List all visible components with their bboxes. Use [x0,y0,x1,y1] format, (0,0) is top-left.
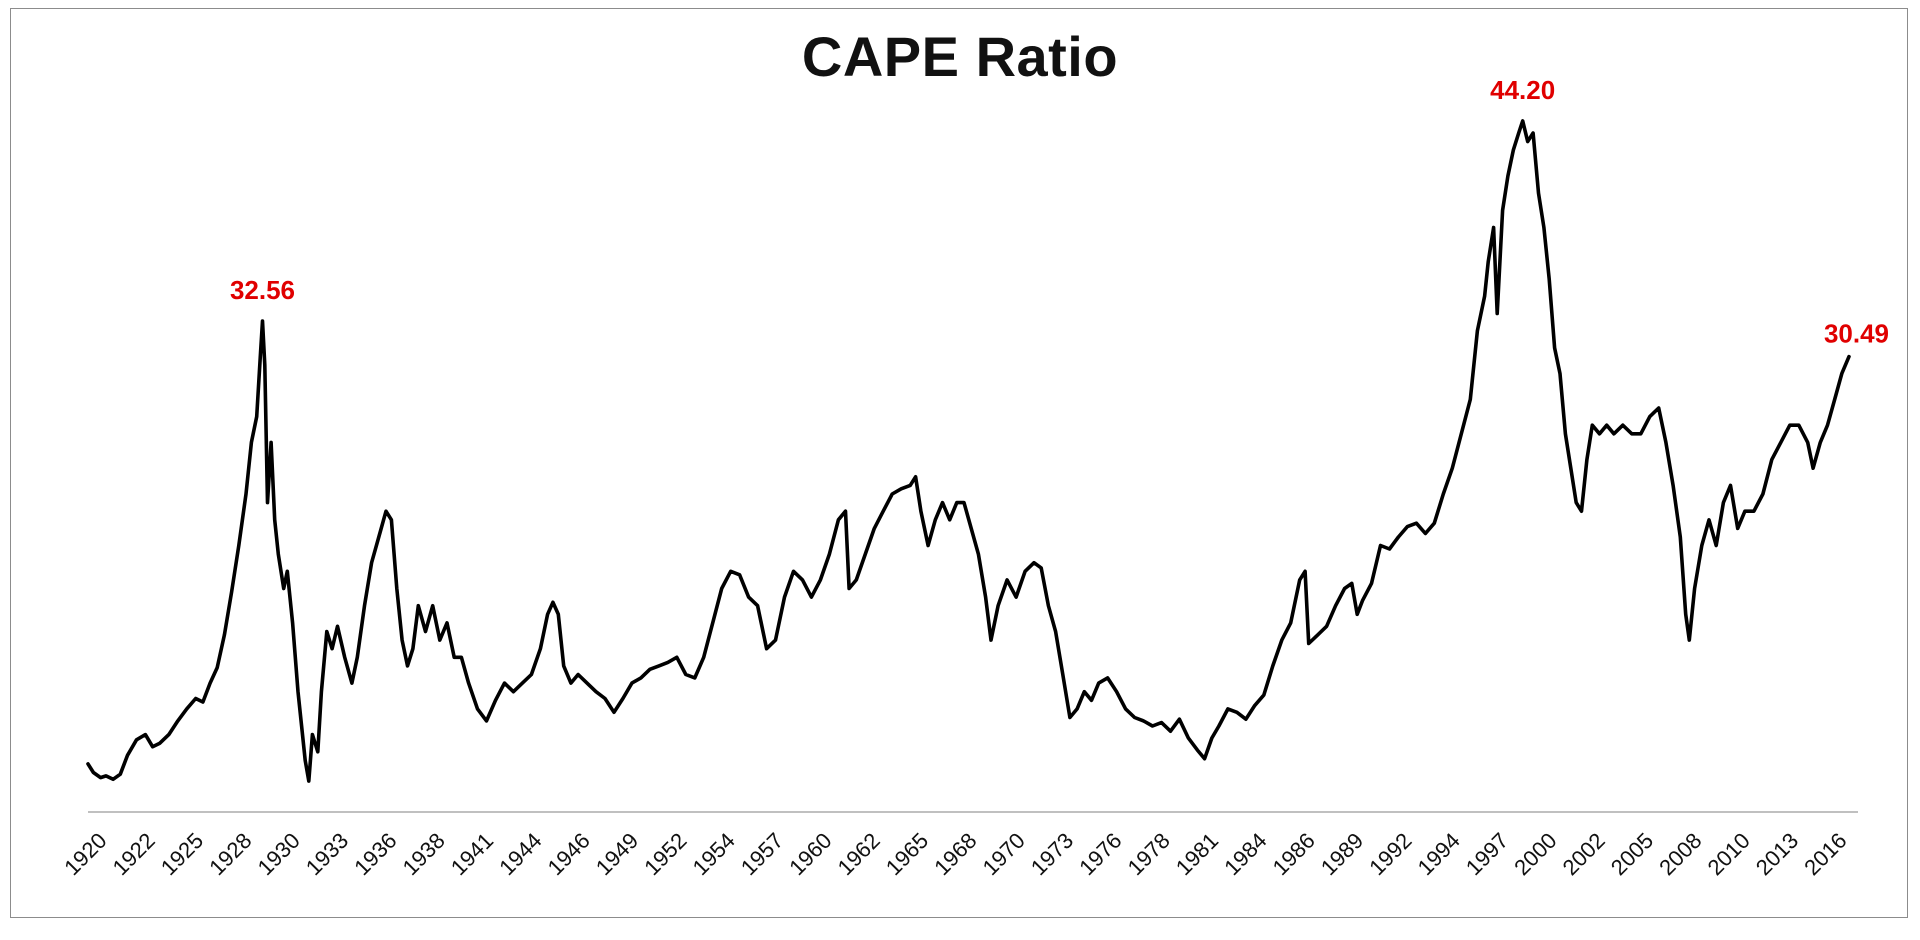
x-tick-label: 1981 [1171,828,1223,880]
x-tick-label: 1949 [591,828,643,880]
x-tick-label: 1962 [833,828,885,880]
x-tick-label: 1989 [1316,828,1368,880]
peak-annotation-label: 30.49 [1824,319,1889,349]
x-tick-label: 2016 [1799,828,1851,880]
x-tick-label: 1965 [881,828,933,880]
x-tick-label: 2013 [1751,828,1803,880]
x-tick-label: 1968 [929,828,981,880]
x-tick-label: 1957 [736,828,788,880]
x-tick-label: 1925 [156,828,208,880]
x-tick-label: 1944 [494,828,546,880]
x-tick-label: 1960 [784,828,836,880]
x-tick-label: 1978 [1123,828,1175,880]
x-tick-label: 1997 [1461,828,1513,880]
x-tick-label: 1970 [978,828,1030,880]
x-tick-label: 1984 [1219,828,1271,880]
x-tick-label: 1922 [108,828,160,880]
x-tick-label: 1920 [59,828,111,880]
x-tick-label: 1952 [639,828,691,880]
x-tick-label: 1936 [349,828,401,880]
x-tick-label: 2000 [1509,828,1561,880]
x-tick-label: 1954 [688,828,740,880]
x-tick-label: 1992 [1364,828,1416,880]
x-tick-label: 2010 [1703,828,1755,880]
chart-title: CAPE Ratio [801,25,1119,88]
x-tick-label: 2008 [1654,828,1706,880]
x-tick-label: 1928 [204,828,256,880]
x-tick-label: 1973 [1026,828,1078,880]
x-tick-label: 1933 [301,828,353,880]
chart-frame [10,8,1908,918]
x-tick-label: 1938 [398,828,450,880]
x-tick-label: 1986 [1268,828,1320,880]
x-tick-label: 1994 [1413,828,1465,880]
peak-annotation-label: 44.20 [1490,75,1555,105]
x-tick-label: 1941 [446,828,498,880]
x-tick-label: 2002 [1558,828,1610,880]
peak-annotation-label: 32.56 [230,275,295,305]
x-tick-label: 1976 [1074,828,1126,880]
x-tick-label: 1930 [253,828,305,880]
x-tick-label: 2005 [1606,828,1658,880]
series-line-cape [86,119,1851,783]
x-tick-label: 1946 [543,828,595,880]
